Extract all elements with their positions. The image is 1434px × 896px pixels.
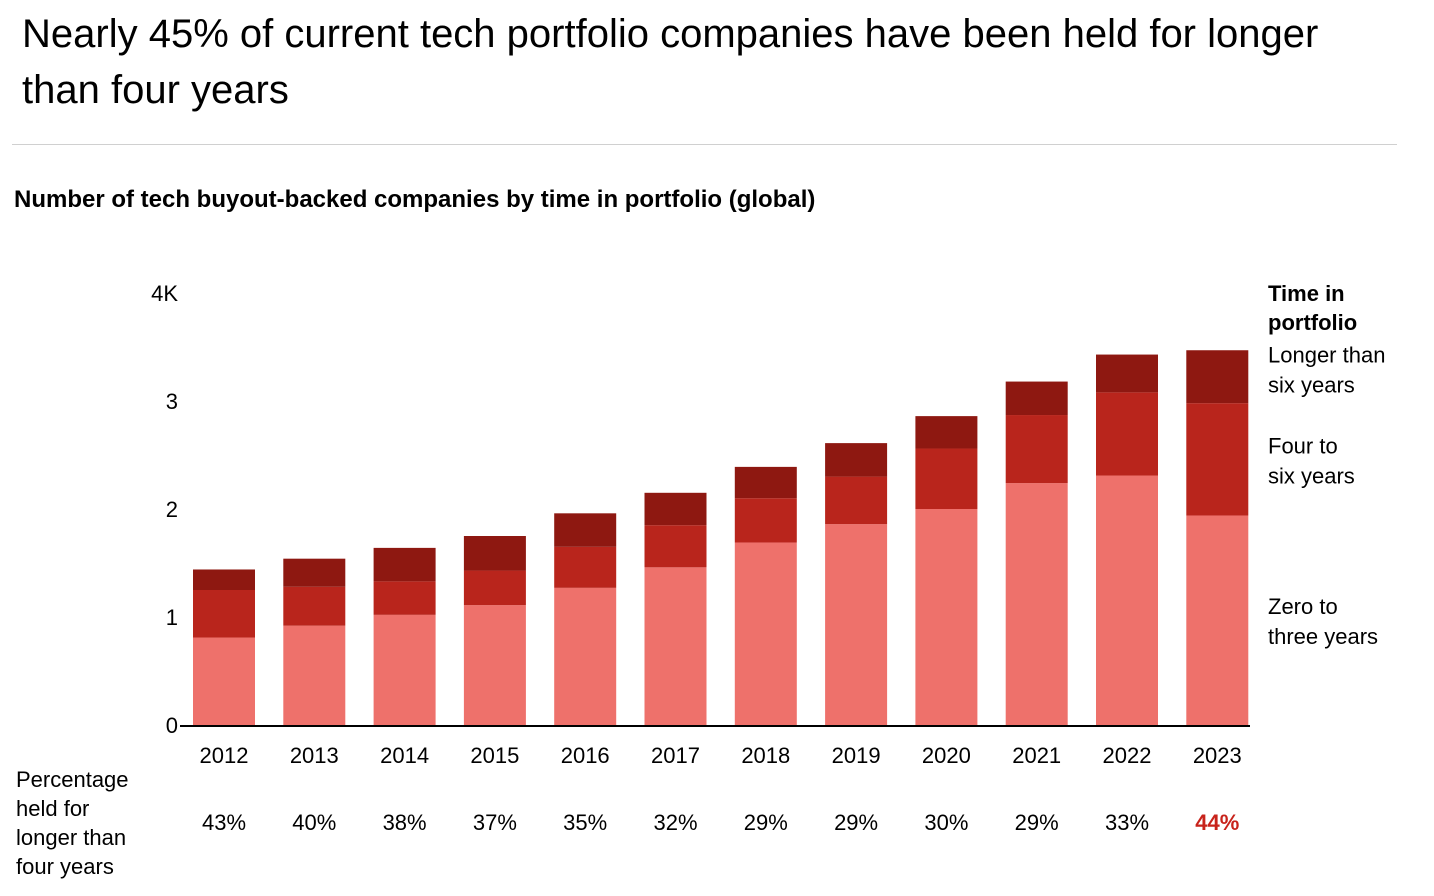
bar-segment-2023-0 bbox=[1186, 515, 1249, 725]
y-tick-label: 2 bbox=[166, 497, 178, 522]
percent-row-label: four years bbox=[16, 854, 114, 879]
legend-label-1: Four to bbox=[1268, 433, 1338, 458]
headline: Nearly 45% of current tech portfolio com… bbox=[22, 12, 1319, 112]
percent-label: 40% bbox=[292, 810, 336, 835]
bar-segment-2018-2 bbox=[734, 466, 797, 499]
bar-segment-2013-0 bbox=[283, 625, 346, 725]
legend-title: Time in bbox=[1268, 281, 1345, 306]
bar-segment-2016-2 bbox=[554, 513, 617, 547]
bar-segment-2014-0 bbox=[373, 614, 436, 725]
bar-segment-2018-0 bbox=[734, 542, 797, 725]
bar-segment-2021-2 bbox=[1005, 381, 1068, 416]
y-tick-label: 1 bbox=[166, 605, 178, 630]
x-tick-label: 2014 bbox=[380, 743, 429, 768]
x-tick-label: 2019 bbox=[832, 743, 881, 768]
x-tick-label: 2012 bbox=[200, 743, 249, 768]
bar-segment-2020-1 bbox=[915, 448, 978, 509]
bar-segment-2014-1 bbox=[373, 581, 436, 615]
x-tick-label: 2020 bbox=[922, 743, 971, 768]
percent-label: 29% bbox=[1015, 810, 1059, 835]
x-tick-label: 2018 bbox=[741, 743, 790, 768]
x-tick-label: 2022 bbox=[1103, 743, 1152, 768]
bar-segment-2017-0 bbox=[644, 567, 707, 725]
y-tick-label: 3 bbox=[166, 389, 178, 414]
x-tick-label: 2016 bbox=[561, 743, 610, 768]
percent-label: 29% bbox=[744, 810, 788, 835]
y-tick-label: 0 bbox=[166, 713, 178, 738]
legend-label-2: Longer than bbox=[1268, 343, 1385, 368]
bar-segment-2017-2 bbox=[644, 492, 707, 526]
bar-segment-2015-2 bbox=[463, 536, 526, 571]
legend-label-0: three years bbox=[1268, 624, 1378, 649]
divider bbox=[12, 144, 1397, 145]
bar-segment-2012-2 bbox=[193, 569, 255, 590]
percent-label: 44% bbox=[1195, 810, 1239, 835]
bar-segment-2020-0 bbox=[915, 509, 978, 725]
bar-segment-2013-2 bbox=[283, 558, 346, 587]
bar-segment-2015-1 bbox=[463, 570, 526, 606]
bar-segment-2022-1 bbox=[1096, 392, 1158, 476]
bar-segment-2017-1 bbox=[644, 525, 707, 568]
bar-segment-2012-0 bbox=[193, 637, 255, 725]
percent-row-label: longer than bbox=[16, 825, 126, 850]
bar-segment-2013-1 bbox=[283, 586, 346, 626]
x-tick-label: 2015 bbox=[470, 743, 519, 768]
legend-title: portfolio bbox=[1268, 310, 1357, 335]
x-tick-label: 2023 bbox=[1193, 743, 1242, 768]
bar-segment-2023-1 bbox=[1186, 403, 1249, 516]
percent-row-label: Percentage bbox=[16, 767, 129, 792]
percent-label: 29% bbox=[834, 810, 878, 835]
bar-segment-2018-1 bbox=[734, 498, 797, 543]
percent-row-label: held for bbox=[16, 796, 89, 821]
percent-label: 30% bbox=[924, 810, 968, 835]
legend-label-1: six years bbox=[1268, 463, 1355, 488]
bar-segment-2023-2 bbox=[1186, 350, 1249, 404]
bar-segment-2016-0 bbox=[554, 587, 617, 725]
bar-segment-2022-2 bbox=[1096, 354, 1158, 393]
percent-label: 38% bbox=[383, 810, 427, 835]
percent-label: 35% bbox=[563, 810, 607, 835]
bar-segment-2015-0 bbox=[463, 605, 526, 725]
bar-segment-2022-0 bbox=[1096, 475, 1158, 725]
y-tick-label: 4K bbox=[151, 281, 178, 306]
bar-segment-2019-1 bbox=[825, 476, 888, 525]
bar-segment-2019-2 bbox=[825, 443, 888, 477]
x-tick-label: 2021 bbox=[1012, 743, 1061, 768]
bar-segment-2020-2 bbox=[915, 416, 978, 449]
bar-segment-2014-2 bbox=[373, 547, 436, 582]
bar-segment-2021-1 bbox=[1005, 415, 1068, 484]
percent-label: 32% bbox=[653, 810, 697, 835]
x-tick-label: 2017 bbox=[651, 743, 700, 768]
percent-label: 37% bbox=[473, 810, 517, 835]
percent-label: 43% bbox=[202, 810, 246, 835]
bar-segment-2021-0 bbox=[1005, 483, 1068, 725]
legend-label-2: six years bbox=[1268, 373, 1355, 398]
legend-label-0: Zero to bbox=[1268, 594, 1338, 619]
bar-segment-2019-0 bbox=[825, 524, 888, 725]
x-tick-label: 2013 bbox=[290, 743, 339, 768]
chart-title: Number of tech buyout-backed companies b… bbox=[14, 186, 816, 213]
bar-segment-2016-1 bbox=[554, 546, 617, 588]
bar-segment-2012-1 bbox=[193, 590, 255, 638]
percent-label: 33% bbox=[1105, 810, 1149, 835]
